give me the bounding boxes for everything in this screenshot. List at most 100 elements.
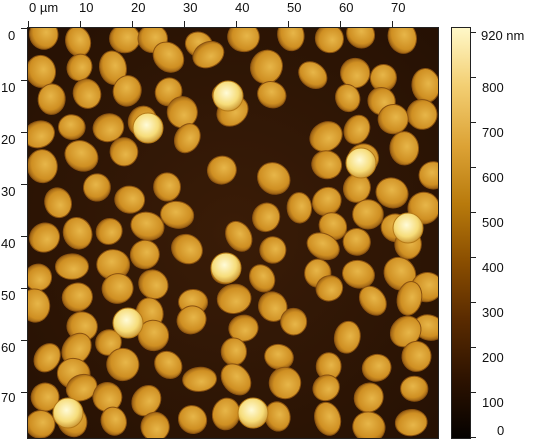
x-tick-label: 10 [79,0,94,15]
cell [375,177,409,209]
tick-mark [471,302,476,303]
tick-mark [21,288,27,289]
x-tick-label: 30 [183,0,198,15]
cell [353,382,384,413]
x-tick-label: 40 [235,0,250,15]
bright-cell [132,112,164,144]
tick-mark [184,21,185,27]
cell [298,61,328,90]
tick-mark [392,21,393,27]
cell [109,28,141,54]
cell [309,121,343,152]
y-tick-label: 50 [1,288,16,303]
colorbar-label: 400 [482,260,504,275]
x-tick-label: 50 [287,0,302,15]
cell [306,232,340,261]
y-tick-label: 60 [1,340,16,355]
cell [335,83,361,113]
cell [37,83,66,115]
cell [312,374,340,402]
cell [206,155,237,185]
tick-mark [471,347,476,348]
cell [114,185,146,214]
cell [346,28,376,49]
colorbar-label: 700 [482,125,504,140]
cell [401,340,432,372]
cell [29,222,60,253]
cell [220,337,247,366]
cell [252,202,281,233]
cell [174,123,201,154]
cell [314,28,344,54]
cell [250,49,283,85]
cell [28,288,51,323]
cell [377,104,409,135]
y-tick-label: 70 [1,390,16,405]
tick-mark [471,77,476,78]
cell [100,406,127,436]
tick-mark [471,167,476,168]
tick-mark [471,437,476,438]
bright-cell [52,397,84,429]
colorbar-label: 500 [482,215,504,230]
colorbar-label: 920 nm [481,28,525,43]
x-tick-label: 0 µm [29,0,59,15]
cell [280,307,308,336]
cell [66,53,93,82]
cell [61,282,93,312]
cell [314,401,342,436]
cell [65,373,98,402]
cell [394,409,428,437]
x-tick-label: 60 [339,0,354,15]
tick-mark [471,212,476,213]
cell [259,236,287,264]
cell [92,113,125,143]
tick-mark [340,21,341,27]
cell [28,149,58,184]
y-tick-label: 0 [8,28,16,43]
tick-mark [21,340,27,341]
cell [160,200,195,229]
cell [361,353,392,382]
cell [171,233,203,265]
cell [220,363,252,396]
cell [340,57,371,89]
cell [333,320,361,354]
cell [315,275,344,302]
tick-mark [21,132,27,133]
y-tick-label: 40 [1,236,16,251]
cell [249,264,276,293]
y-tick-label: 20 [1,132,16,147]
cell [129,239,160,270]
tick-mark [132,21,133,27]
tick-mark [21,392,27,393]
colorbar-label: 0 [497,423,505,438]
cell [28,410,56,438]
cell [352,199,384,230]
cell [227,28,260,53]
cell [286,192,313,224]
cell [140,411,170,438]
cell [406,99,438,130]
cell [396,281,423,316]
cell [28,120,55,149]
cell [343,114,371,145]
tick-mark [471,32,476,33]
cell [83,173,111,202]
cell [387,28,417,54]
colorbar-label: 800 [482,80,504,95]
cell [182,366,217,392]
tick-mark [471,122,476,123]
y-tick-label: 30 [1,184,16,199]
bright-cell [112,307,144,339]
tick-mark [21,236,27,237]
colorbar-label: 300 [482,305,504,320]
cell [192,40,225,69]
cell [152,41,185,73]
colorbar-label: 200 [482,350,504,365]
cell [58,114,86,140]
cell [389,131,420,166]
cell [400,375,429,402]
cell [138,269,169,300]
cell [64,140,99,172]
